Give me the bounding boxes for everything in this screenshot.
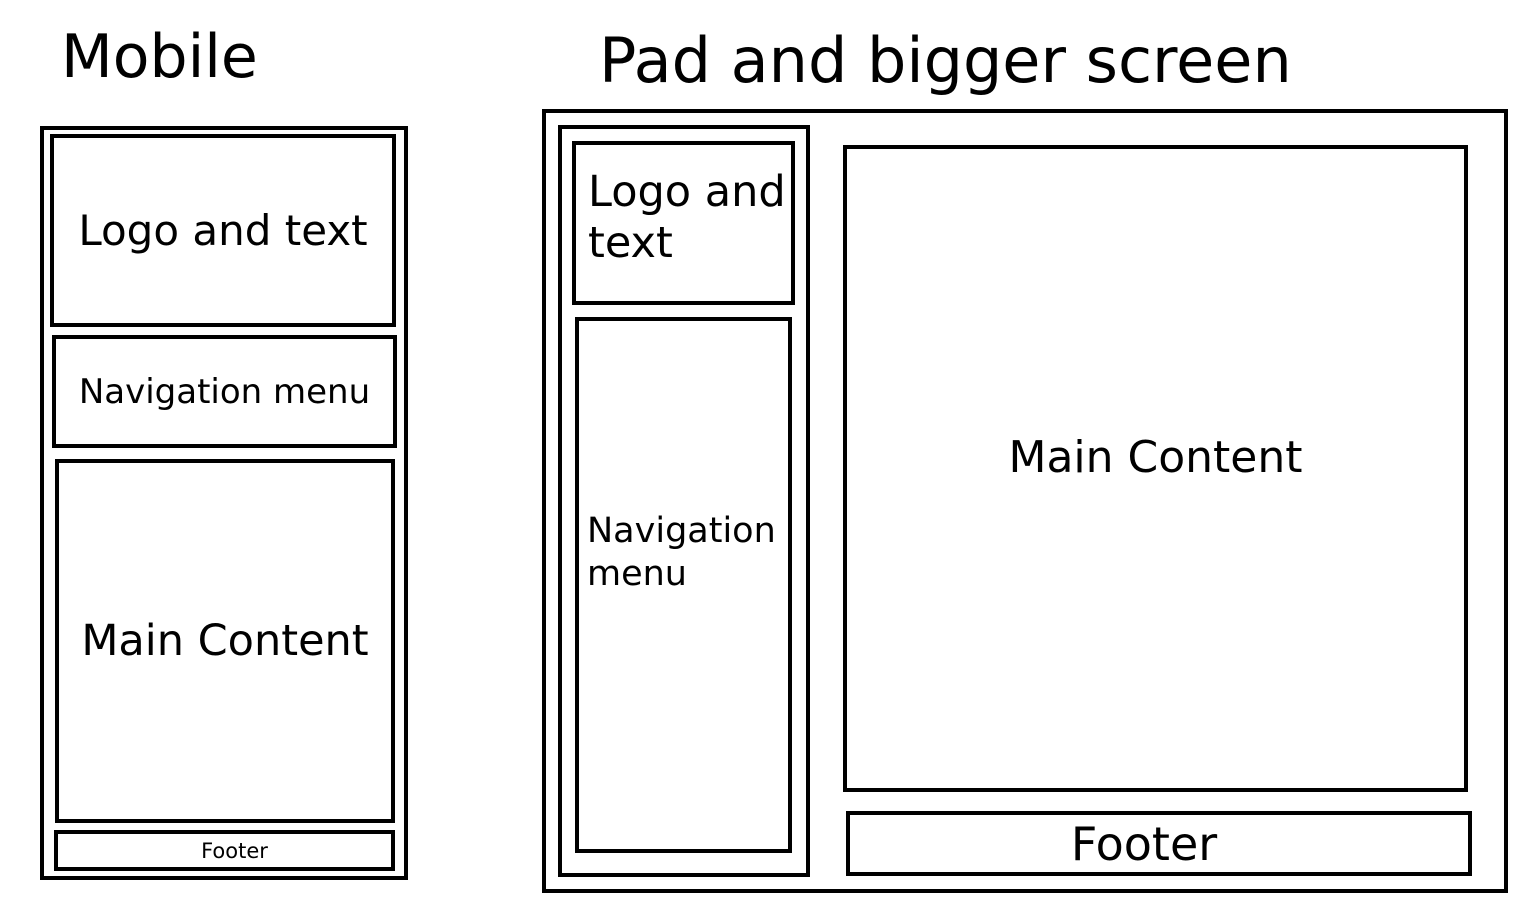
- mobile-footer-label: Footer: [201, 838, 268, 863]
- desktop-nav-label: Navigation menu: [587, 511, 776, 594]
- desktop-footer-label: Footer: [1070, 816, 1218, 871]
- mobile-nav-box: Navigation menu: [52, 335, 397, 448]
- mobile-main-label: Main Content: [81, 616, 369, 666]
- desktop-nav-box: Navigation menu: [575, 317, 792, 853]
- mobile-header-label: Logo and text: [78, 206, 368, 255]
- mobile-header-box: Logo and text: [50, 134, 396, 327]
- mobile-main-box: Main Content: [55, 459, 395, 823]
- desktop-header-label: Logo and text: [588, 167, 786, 268]
- desktop-title: Pad and bigger screen: [599, 24, 1292, 97]
- desktop-main-label: Main Content: [1008, 432, 1303, 483]
- desktop-footer-box: Footer: [846, 811, 1472, 876]
- mobile-title: Mobile: [61, 22, 258, 92]
- desktop-header-box: Logo and text: [572, 141, 795, 305]
- desktop-main-box: Main Content: [843, 145, 1468, 792]
- mobile-footer-box: Footer: [54, 830, 395, 871]
- mobile-nav-label: Navigation menu: [78, 371, 371, 412]
